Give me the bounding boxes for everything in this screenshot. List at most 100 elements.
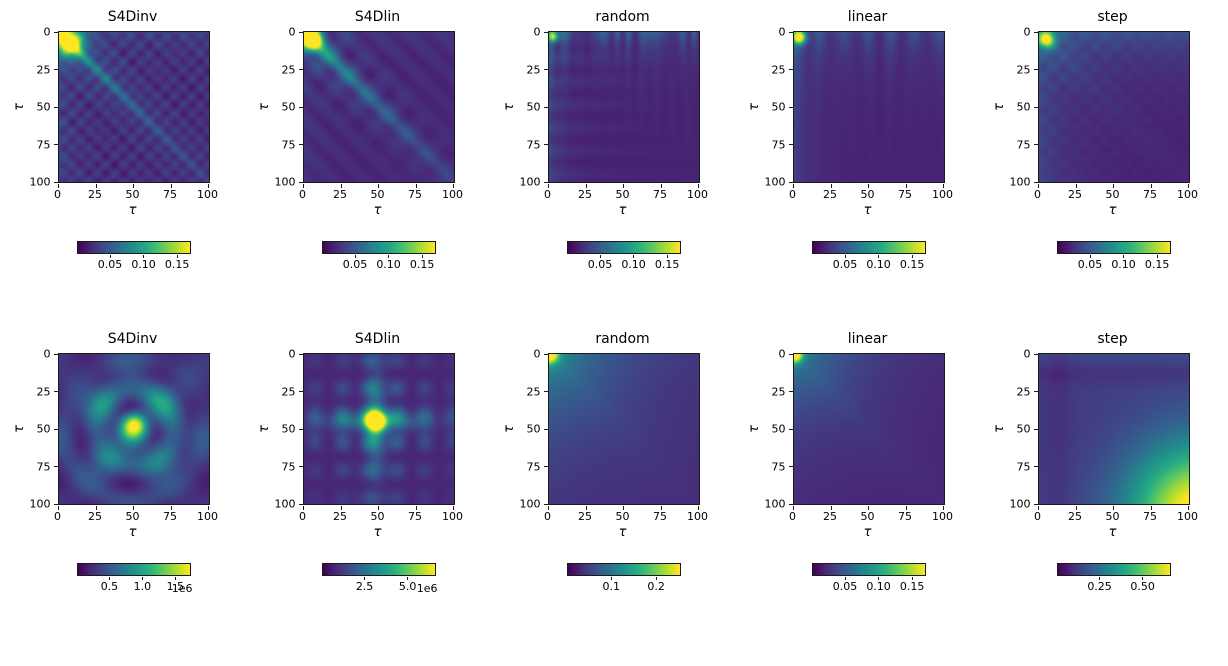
x-tick-mark	[1038, 184, 1039, 188]
x-axis-label: τ	[618, 203, 627, 218]
subplot: S4Dlin τ 0 25 50 75 100 0 25 50 75 100 τ 2.5 5.0 1…	[245, 330, 490, 596]
colorbar-tick-mark	[174, 577, 176, 580]
plot-block: step τ 0 25 50 75 100 0 25 50 75 100 τ 0.05 0.10 0.…	[992, 8, 1199, 274]
y-tick-mark	[298, 428, 303, 430]
x-tick-label: 25	[333, 510, 347, 523]
colorbar-tick-mark	[610, 577, 612, 580]
y-tick-mark	[298, 181, 303, 183]
y-tick-label: 100	[1009, 497, 1031, 511]
x-tick-label: 25	[333, 188, 347, 201]
y-tick-mark	[1033, 503, 1038, 505]
colorbar-tick-mark	[1156, 255, 1158, 258]
colorbar-canvas	[1056, 241, 1171, 254]
y-axis-label: τ	[501, 425, 517, 433]
y-tick-label: 25	[1016, 63, 1031, 76]
y-axis-label: τ	[746, 103, 762, 111]
heatmap-canvas	[793, 32, 944, 182]
x-tick-label: 75	[653, 188, 667, 201]
x-tick-mark	[303, 506, 304, 510]
heatmap-canvas	[303, 354, 454, 504]
plot-title: random	[595, 9, 650, 25]
colorbar: 0.05 0.10 0.15	[76, 241, 191, 274]
heatmap-canvas	[1038, 354, 1189, 504]
y-tick-mark	[543, 353, 548, 355]
x-tick-label: 0	[544, 188, 551, 201]
x-tick-mark	[830, 184, 832, 188]
x-tick-mark	[1038, 506, 1039, 510]
y-tick-label: 0	[778, 347, 786, 361]
colorbar-tick-label: 1.5	[166, 580, 185, 593]
colorbar: 0.5 1.0 1.5 1e6	[76, 563, 193, 596]
y-tick-mark	[298, 466, 303, 467]
x-axis-label: τ	[863, 203, 872, 218]
colorbar-tick-mark	[1089, 255, 1091, 258]
colorbar: 0.1 0.2	[566, 563, 681, 596]
colorbar: 0.05 0.10 0.15	[566, 241, 681, 274]
colorbar-canvas	[811, 241, 926, 254]
colorbar-tick-label: 0.15	[1144, 258, 1170, 271]
x-tick-mark	[133, 506, 134, 510]
y-tick-label: 75	[36, 138, 51, 151]
colorbar-tick-mark	[421, 255, 423, 258]
x-tick-label: 50	[1105, 188, 1120, 201]
colorbar-canvas	[811, 563, 926, 576]
colorbar-canvas	[76, 241, 191, 254]
y-tick-mark	[298, 391, 303, 392]
y-tick-mark	[298, 31, 303, 33]
y-tick-label: 75	[1016, 460, 1031, 473]
y-tick-mark	[788, 503, 793, 505]
x-tick-label: 0	[299, 510, 306, 523]
axes: τ 0 25 50 75 100	[502, 349, 700, 510]
colorbar: 2.5 5.0 1e6	[321, 563, 438, 596]
plot-title: S4Dlin	[354, 331, 401, 347]
x-axis-ticks: 0 25 50 75 100	[54, 510, 218, 525]
y-tick-mark	[298, 144, 303, 145]
x-tick-mark	[170, 184, 172, 188]
x-tick-mark	[548, 506, 549, 510]
plot-title: linear	[847, 9, 888, 25]
x-tick-mark	[830, 506, 832, 510]
x-tick-mark	[170, 506, 172, 510]
y-tick-label: 0	[43, 25, 51, 39]
subplot: linear τ 0 25 50 75 100 0 25 50 75 100 τ 0.05 0.10…	[735, 8, 980, 274]
y-tick-mark	[53, 181, 58, 183]
axes: τ 0 25 50 75 100	[257, 349, 455, 510]
colorbar-tick-mark	[666, 255, 668, 258]
colorbar-tick-label: 0.10	[866, 258, 891, 271]
x-tick-label: 75	[408, 510, 422, 523]
subplot: random τ 0 25 50 75 100 0 25 50 75 100 τ 0.1 0.2	[490, 330, 735, 596]
x-tick-mark	[303, 184, 304, 188]
colorbar-tick-label: 0.15	[899, 258, 925, 271]
y-tick-label: 100	[274, 497, 296, 511]
plot-block: S4Dinv τ 0 25 50 75 100 0 25 50 75 100 τ 0.5 1.0 1.…	[12, 330, 219, 596]
y-tick-mark	[53, 106, 58, 108]
y-tick-mark	[788, 428, 793, 430]
x-tick-mark	[585, 184, 587, 188]
x-tick-label: 50	[125, 510, 140, 523]
colorbar-tick-label: 0.50	[1130, 580, 1155, 593]
x-tick-label: 25	[823, 188, 837, 201]
y-axis-label: τ	[11, 425, 27, 433]
colorbar-tick-mark	[109, 255, 111, 258]
y-axis-label: τ	[256, 103, 272, 111]
x-tick-mark	[660, 506, 662, 510]
y-tick-mark	[543, 69, 548, 70]
y-tick-mark	[1033, 144, 1038, 145]
x-tick-label: 100	[1177, 510, 1198, 523]
plot-title: random	[595, 331, 650, 347]
y-tick-label: 50	[36, 422, 51, 436]
x-tick-mark	[1150, 506, 1152, 510]
colorbar-tick-label: 0.05	[587, 258, 613, 271]
x-tick-label: 75	[898, 510, 912, 523]
x-tick-mark	[1188, 184, 1189, 188]
x-tick-mark	[905, 506, 907, 510]
plot-block: random τ 0 25 50 75 100 0 25 50 75 100 τ 0.05 0.10…	[502, 8, 709, 274]
y-tick-label: 50	[526, 422, 541, 436]
y-tick-label: 100	[764, 175, 786, 189]
y-tick-label: 50	[36, 100, 51, 114]
x-axis-ticks: 0 25 50 75 100	[299, 510, 463, 525]
colorbar-tick-label: 0.25	[1087, 580, 1112, 593]
x-tick-mark	[453, 506, 454, 510]
x-axis-ticks: 0 25 50 75 100	[544, 510, 708, 525]
x-tick-label: 25	[578, 510, 592, 523]
